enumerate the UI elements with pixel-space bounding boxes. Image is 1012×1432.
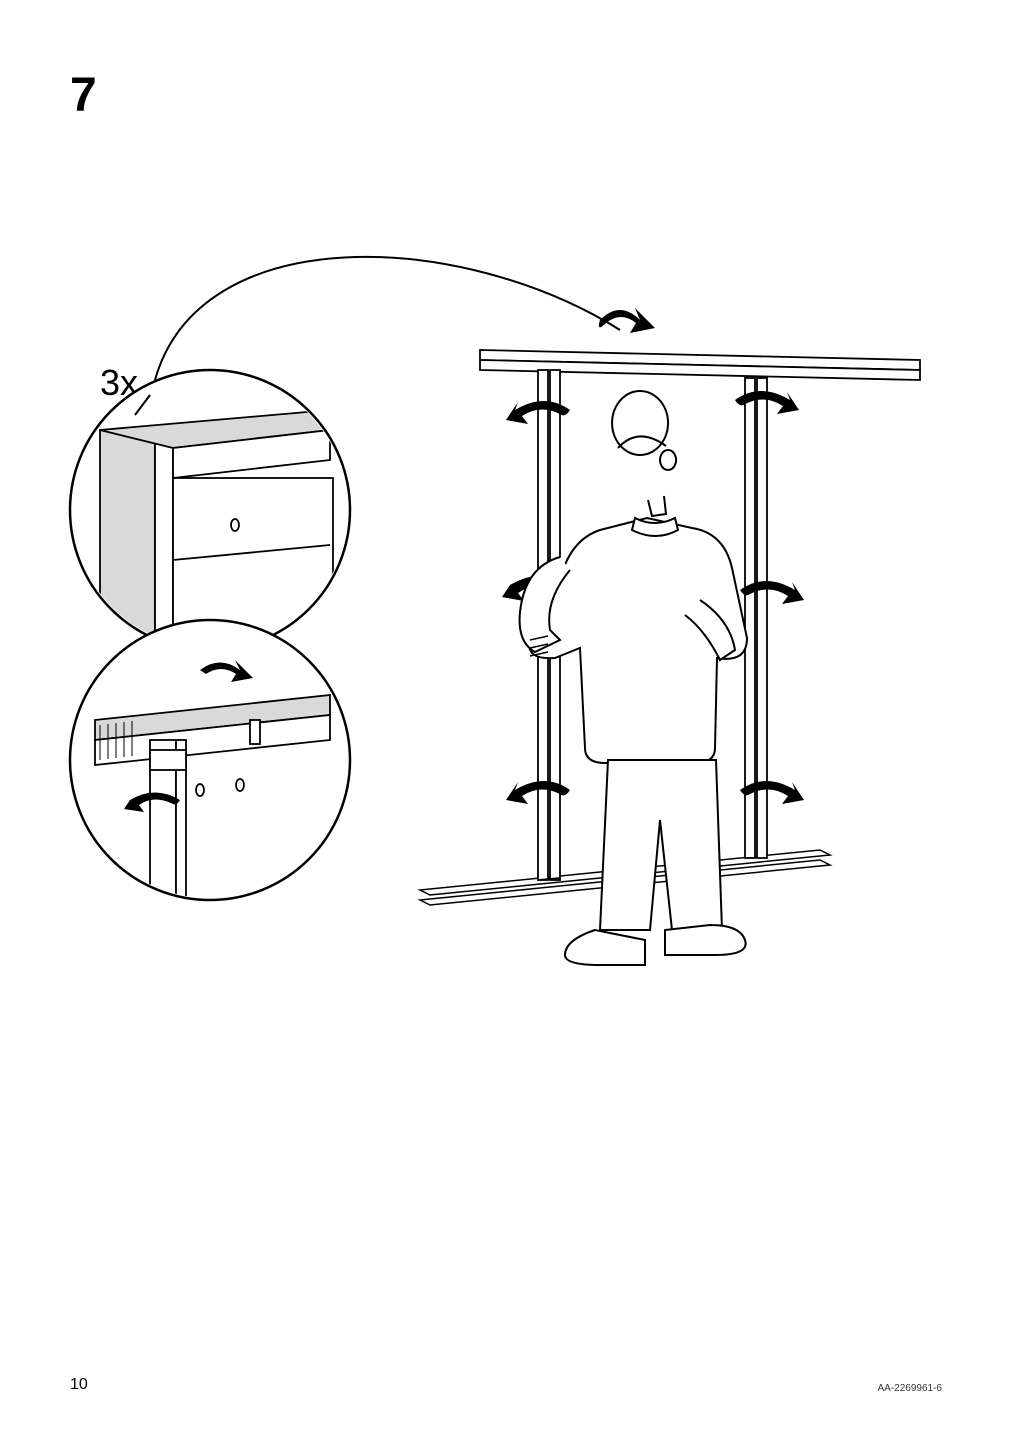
instruction-page: 7 3x 10 AA-2269961-6 [0, 0, 1012, 1432]
inset-upper [70, 370, 350, 650]
inset-lower [70, 620, 350, 900]
drop-arrow-top [599, 308, 655, 333]
assembly-diagram [0, 0, 1012, 1432]
